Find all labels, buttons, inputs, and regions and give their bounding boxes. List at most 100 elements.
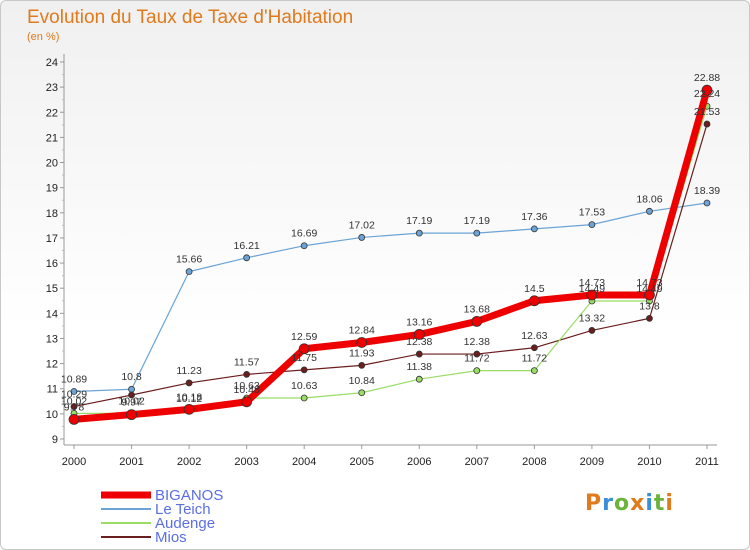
data-label: 10.48	[233, 384, 259, 396]
data-label: 12.38	[406, 336, 432, 348]
data-point	[586, 289, 598, 301]
data-point	[358, 234, 366, 241]
proxiti-logo: Proxiti	[585, 491, 674, 516]
data-point	[530, 344, 538, 352]
data-point	[128, 391, 135, 399]
data-label: 16.21	[233, 240, 259, 252]
data-label: 17.19	[406, 215, 432, 227]
data-label: 22.24	[694, 88, 720, 100]
data-point	[530, 225, 538, 233]
data-point	[70, 403, 78, 410]
y-tick-label: 17	[46, 233, 58, 245]
data-point	[588, 327, 596, 334]
data-label: 15.66	[176, 254, 202, 266]
x-tick-label: 2011	[695, 456, 719, 468]
data-point	[183, 403, 195, 415]
y-tick-label: 19	[46, 183, 58, 195]
data-point	[471, 315, 483, 327]
x-tick-label: 2001	[119, 456, 143, 468]
data-label: 11.72	[464, 353, 490, 365]
data-label: 11.38	[407, 361, 433, 373]
data-point	[298, 343, 310, 355]
series-line-biganos	[70, 86, 711, 423]
data-label: 14.73	[579, 277, 605, 289]
series-line-mios	[73, 123, 708, 408]
data-label: 12.38	[464, 336, 490, 348]
data-point	[588, 221, 596, 229]
data-label: 10.02	[118, 395, 144, 407]
data-label: 11.23	[176, 365, 202, 377]
data-point	[243, 371, 251, 378]
y-tick-label: 16	[46, 258, 58, 270]
data-point	[415, 375, 423, 383]
y-tick-label: 12	[46, 359, 58, 371]
data-point	[646, 314, 653, 322]
data-point	[646, 207, 653, 215]
y-tick-label: 10	[46, 409, 58, 421]
x-tick-label: 2005	[349, 456, 373, 468]
x-tick-label: 2008	[522, 456, 546, 468]
data-label: 9.78	[64, 401, 85, 413]
data-label: 11.57	[234, 356, 260, 368]
data-label: 10.18	[176, 391, 202, 403]
data-label: 17.02	[349, 219, 375, 231]
x-tick-label: 2007	[465, 456, 489, 468]
data-label: 10.02	[61, 395, 87, 407]
y-tick-label: 15	[46, 283, 58, 295]
data-point	[701, 84, 713, 96]
data-point	[241, 396, 253, 408]
x-tick-label: 2003	[234, 456, 258, 468]
x-tick-label: 2006	[407, 456, 431, 468]
data-label: 13.8	[639, 300, 660, 312]
data-point	[415, 350, 423, 358]
data-label: 13.68	[464, 303, 490, 315]
data-point	[300, 366, 308, 374]
data-label: 14.73	[636, 277, 662, 289]
chart-title: Evolution du Taux de Taxe d'Habitation	[27, 7, 354, 28]
data-label: 16.69	[291, 228, 317, 240]
data-label: 14.49	[579, 283, 605, 295]
data-label: 12.59	[291, 331, 317, 343]
data-point	[185, 268, 193, 276]
data-point	[185, 379, 193, 387]
data-point	[530, 367, 538, 375]
y-tick-label: 21	[46, 132, 58, 144]
y-tick-label: 24	[46, 57, 58, 69]
legend-label: BIGANOS	[155, 487, 223, 504]
data-point	[413, 329, 425, 340]
logo-letter: i	[665, 491, 674, 516]
logo-letter: x	[630, 491, 646, 516]
data-point	[644, 289, 655, 301]
y-tick-label: 20	[46, 158, 58, 170]
data-point	[358, 389, 366, 397]
x-tick-label: 2004	[292, 456, 316, 468]
data-point	[300, 242, 308, 250]
data-label: 22.88	[694, 72, 720, 84]
data-label: 17.19	[464, 215, 490, 227]
data-label: 21.53	[694, 106, 720, 118]
logo-letter: o	[613, 491, 631, 516]
data-point	[703, 199, 711, 207]
chart-subtitle: (en %)	[27, 31, 60, 43]
data-label: 12.84	[349, 324, 375, 336]
series-lines	[68, 84, 713, 425]
data-label: 14.49	[636, 283, 662, 295]
data-labels: 10.89 10.8 15.66 16.21 16.69 17.02 17.19 17.19 1…	[61, 72, 720, 413]
data-label: 11.72	[522, 353, 548, 365]
data-label: 18.06	[636, 193, 662, 205]
data-point	[473, 350, 481, 358]
data-point	[70, 388, 78, 395]
data-label: 11.93	[349, 347, 375, 359]
data-label: 17.53	[579, 207, 605, 219]
x-tick-label: 2010	[637, 456, 661, 468]
data-point	[473, 367, 481, 375]
data-point	[68, 413, 80, 425]
data-point	[358, 361, 366, 369]
series-line-le-teich	[73, 202, 708, 393]
y-tick-label: 9	[52, 434, 58, 446]
data-label: 10.63	[233, 380, 259, 392]
legend-label: Le Teich	[155, 501, 211, 518]
